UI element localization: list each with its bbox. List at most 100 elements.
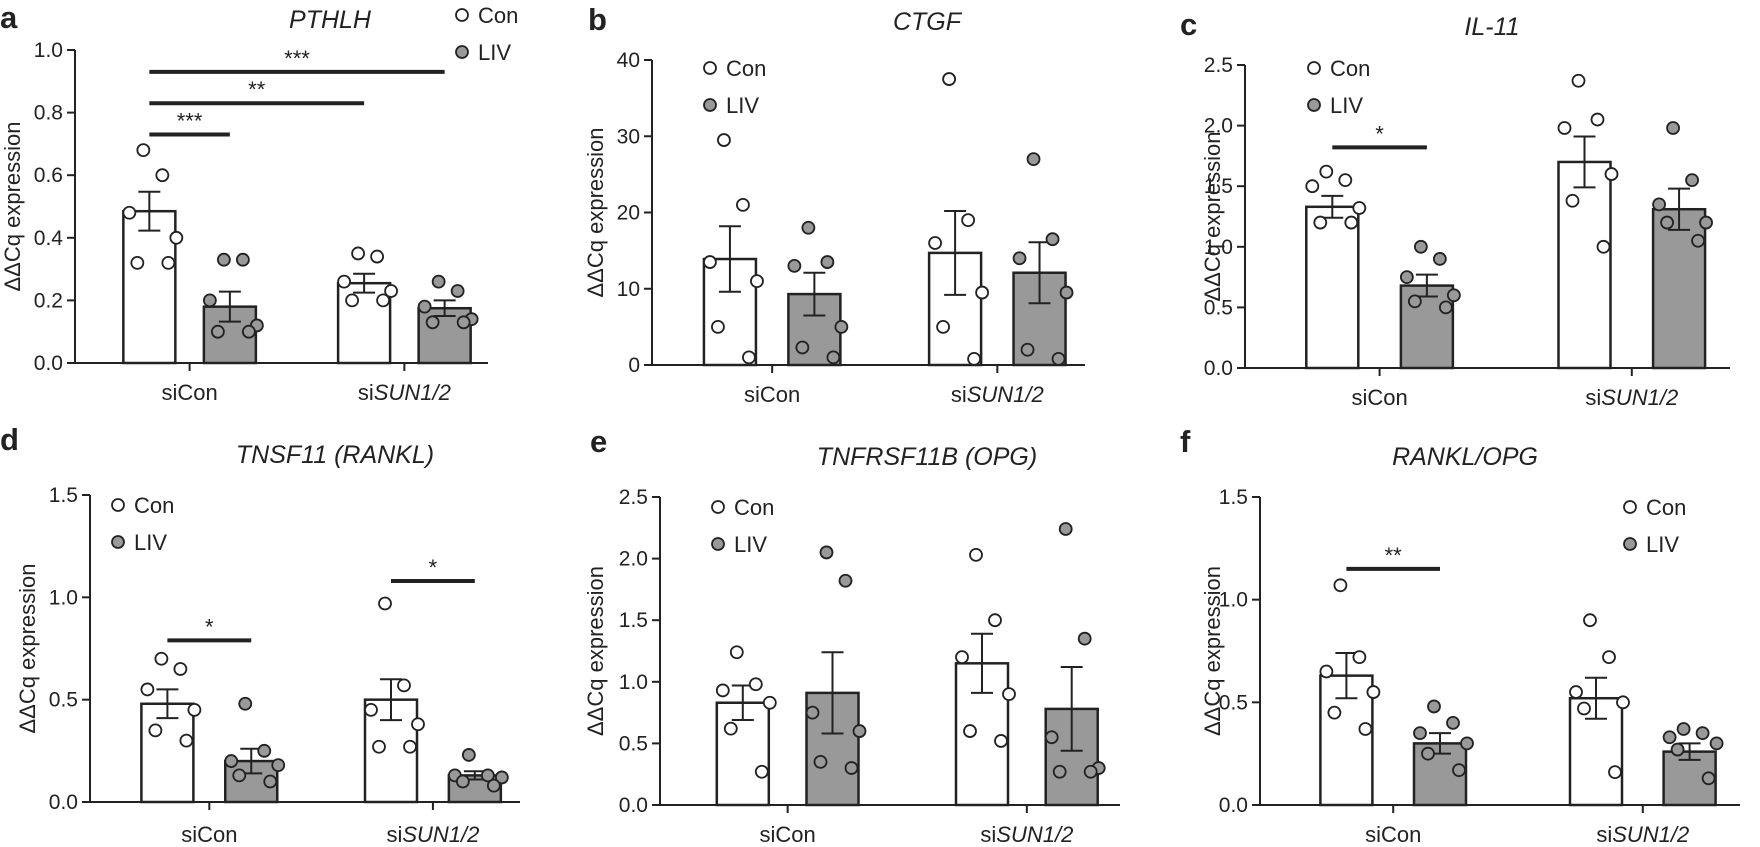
panel-letter: a [0, 0, 18, 35]
panel-letter: b [588, 2, 607, 37]
data-point-con [754, 764, 769, 779]
data-point-liv [456, 315, 471, 330]
legend-marker-con [711, 500, 725, 514]
x-tick-label-name: Con [1367, 385, 1407, 410]
data-point-con [1338, 173, 1353, 188]
legend-marker-con [111, 498, 125, 512]
data-point-con [1352, 201, 1367, 215]
data-point-con [376, 293, 391, 308]
data-point-liv [1077, 631, 1092, 646]
panel-letter: f [1180, 424, 1191, 459]
y-tick-label: 0.6 [34, 164, 63, 187]
data-point-con [1002, 687, 1016, 702]
data-point-liv [1045, 232, 1060, 247]
significance-label: * [205, 614, 214, 639]
bar-liv-sun1-2 [1651, 207, 1707, 370]
legend-label-liv: LIV [734, 532, 767, 557]
y-tick-label: 2.0 [1204, 115, 1233, 138]
x-tick-label: siCon [181, 822, 237, 847]
legend-marker-con [1307, 61, 1321, 75]
data-point-liv [801, 220, 816, 235]
data-point-liv [455, 774, 470, 789]
data-point-liv [494, 770, 509, 785]
data-point-liv [238, 696, 253, 711]
legend-marker-liv [711, 537, 725, 551]
y-tick-label: 2.5 [619, 486, 648, 509]
x-tick-label-prefix: si [1351, 385, 1367, 410]
data-point-con [372, 739, 386, 754]
data-point-liv [1012, 251, 1027, 266]
data-point-liv [1026, 152, 1041, 167]
data-point-con [711, 319, 725, 334]
y-tick-label: 1.0 [1219, 589, 1248, 612]
panel-a: a PTHLH 0.0 0.2 0.4 0.6 0.8 1.0 ΔΔCq expression s… [0, 0, 518, 405]
data-point-liv [813, 754, 828, 769]
legend-marker-liv [111, 535, 125, 549]
y-tick-label: 1.0 [49, 586, 78, 609]
data-point-liv [480, 768, 495, 783]
y-axis-label: ΔΔCq expression [15, 563, 40, 733]
data-point-con [936, 319, 950, 334]
data-point-liv [1460, 736, 1474, 751]
data-point-liv [1432, 252, 1447, 266]
data-point-con [736, 197, 750, 212]
x-tick-label-prefix: si [181, 822, 197, 847]
legend-marker-liv [703, 98, 717, 112]
legend-label-con: Con [1330, 56, 1370, 81]
data-point-liv [232, 768, 247, 783]
legend-marker-liv [455, 45, 469, 59]
data-point-liv [1051, 351, 1066, 366]
data-point-liv [1059, 285, 1074, 300]
data-point-liv [431, 274, 446, 289]
data-point-liv [1452, 763, 1466, 777]
data-point-con [748, 677, 763, 692]
x-tick-label-name: SUN1/2 [374, 380, 451, 405]
x-tick-label-prefix: si [760, 822, 776, 847]
panel-letter: e [590, 424, 607, 459]
data-point-liv [1701, 771, 1716, 786]
data-point-liv [1044, 730, 1059, 745]
data-point-con [1569, 685, 1583, 699]
bar-con-sun1-2 [1557, 160, 1612, 370]
data-point-con [1305, 179, 1320, 194]
y-tick-label: 40 [617, 49, 640, 72]
data-point-con [130, 255, 145, 270]
data-point-con [1358, 722, 1373, 736]
legend-marker-con [1623, 500, 1637, 514]
y-tick-label: 30 [617, 125, 640, 148]
data-point-liv [1652, 197, 1666, 212]
data-point-con [136, 143, 151, 158]
x-tick-label-name: SUN1/2 [402, 822, 479, 847]
data-point-con [337, 274, 352, 289]
data-point-liv [241, 324, 256, 339]
significance-label: ** [1385, 543, 1403, 568]
y-tick-label: 0.2 [34, 289, 63, 312]
x-tick-label-prefix: si [358, 380, 374, 405]
x-tick-label: siSUN1/2 [951, 382, 1044, 407]
data-point-liv [224, 754, 239, 768]
legend-marker-liv [1623, 537, 1637, 551]
data-point-con [403, 739, 417, 754]
data-point-con [384, 284, 399, 298]
x-tick-label-prefix: si [744, 382, 760, 407]
data-point-con [717, 133, 731, 147]
data-point-con [179, 733, 194, 748]
y-tick-label: 10 [617, 278, 640, 301]
data-point-con [729, 645, 744, 660]
y-tick-label: 1.5 [1219, 486, 1248, 509]
y-tick-label: 0.0 [1219, 794, 1248, 817]
legend-marker-liv [1307, 98, 1321, 112]
data-point-liv [1699, 215, 1713, 230]
y-axis-label: ΔΔCq expression [1200, 566, 1225, 736]
data-point-liv [271, 758, 286, 773]
y-tick-label: 2.5 [1204, 54, 1233, 77]
data-point-liv [1413, 239, 1428, 254]
bar-liv-con [1399, 284, 1455, 370]
data-point-liv [1666, 121, 1680, 135]
y-tick-label: 0.4 [34, 227, 64, 250]
x-tick-label: siCon [744, 382, 800, 407]
data-point-liv [838, 573, 853, 588]
data-point-liv [257, 743, 272, 758]
data-point-con [742, 350, 756, 365]
